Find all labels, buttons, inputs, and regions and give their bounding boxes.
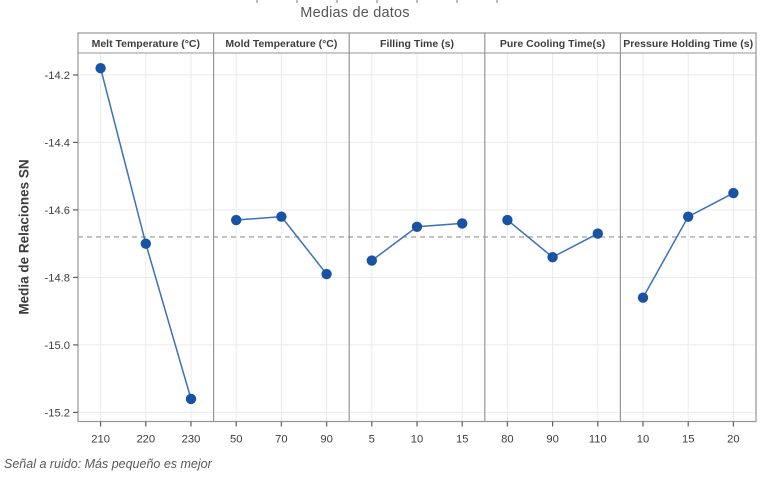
x-tick-label: 50 <box>230 434 242 446</box>
data-point <box>140 238 151 249</box>
panel-header-label: Pure Cooling Time(s) <box>500 38 605 50</box>
data-point <box>95 62 106 74</box>
y-tick-label: -15.0 <box>45 340 71 352</box>
y-tick-label: -14.8 <box>45 272 71 284</box>
y-tick-label: -14.2 <box>45 70 71 82</box>
y-tick-label: -14.6 <box>45 205 71 217</box>
panel-header-label: Pressure Holding Time (s) <box>623 38 753 50</box>
data-point <box>321 268 332 280</box>
data-point <box>276 211 287 222</box>
panel-header-label: Melt Temperature (°C) <box>92 38 200 50</box>
y-tick-label: -15.2 <box>45 407 71 419</box>
data-point <box>637 292 649 303</box>
data-point <box>728 187 739 199</box>
footnote: Señal a ruido: Más pequeño es mejor <box>4 457 212 471</box>
y-tick-label: -14.4 <box>45 137 71 149</box>
x-tick-label: 110 <box>589 434 607 446</box>
panel-header-label: Filling Time (s) <box>380 38 454 50</box>
x-tick-label: 90 <box>546 434 558 446</box>
x-tick-label: 70 <box>275 434 287 446</box>
x-tick-label: 20 <box>727 434 739 446</box>
data-point <box>411 221 423 232</box>
panel-header-label: Mold Temperature (°C) <box>225 38 337 50</box>
x-tick-label: 5 <box>369 434 375 446</box>
x-tick-label: 10 <box>411 434 423 446</box>
x-tick-label: 210 <box>91 434 110 446</box>
data-point <box>231 214 242 226</box>
data-point <box>547 251 558 263</box>
x-tick-label: 80 <box>501 434 513 446</box>
data-point <box>502 214 513 226</box>
data-point <box>683 211 694 222</box>
x-tick-label: 15 <box>456 434 468 446</box>
data-point <box>457 218 468 229</box>
data-point <box>592 228 603 239</box>
x-tick-label: 15 <box>682 434 694 446</box>
x-tick-label: 230 <box>182 434 201 446</box>
x-tick-label: 10 <box>637 434 649 446</box>
chart-title: Medias de datos <box>300 5 410 21</box>
x-tick-label: 220 <box>136 434 155 446</box>
x-tick-label: 90 <box>320 434 332 446</box>
data-point <box>366 255 377 266</box>
cropped-text-artifact <box>256 0 520 3</box>
data-point <box>185 393 197 405</box>
